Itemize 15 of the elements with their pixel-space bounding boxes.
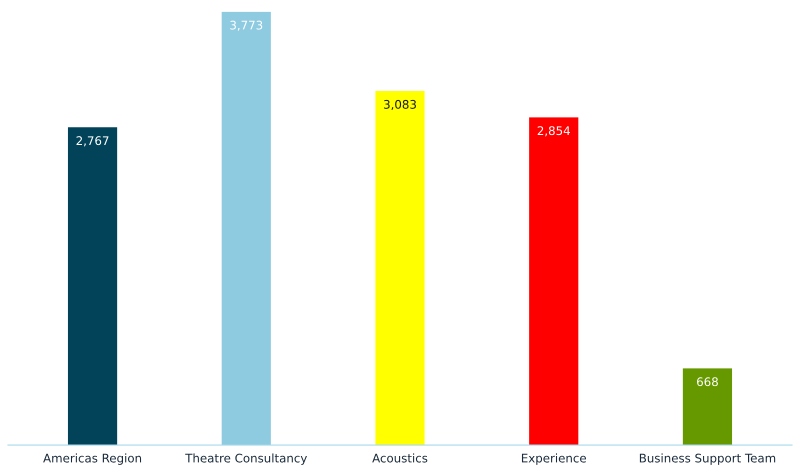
x-tick-label: Experience xyxy=(522,453,586,465)
bar xyxy=(375,91,425,446)
bar xyxy=(222,12,271,446)
x-tick-label: Americas Region xyxy=(43,453,142,465)
data-label: 668 xyxy=(697,377,718,386)
x-tick-label: Acoustics xyxy=(372,453,428,463)
bar xyxy=(529,117,578,446)
x-tick-label: Theatre Consultancy xyxy=(185,453,307,465)
bar xyxy=(682,368,732,446)
data-label: 3,773 xyxy=(230,20,262,31)
x-tick-label: Business Support Team xyxy=(640,453,776,465)
data-label: 2,767 xyxy=(76,136,108,146)
data-label: 2,854 xyxy=(538,126,570,136)
data-label: 3,083 xyxy=(384,100,416,110)
bar xyxy=(68,127,118,446)
